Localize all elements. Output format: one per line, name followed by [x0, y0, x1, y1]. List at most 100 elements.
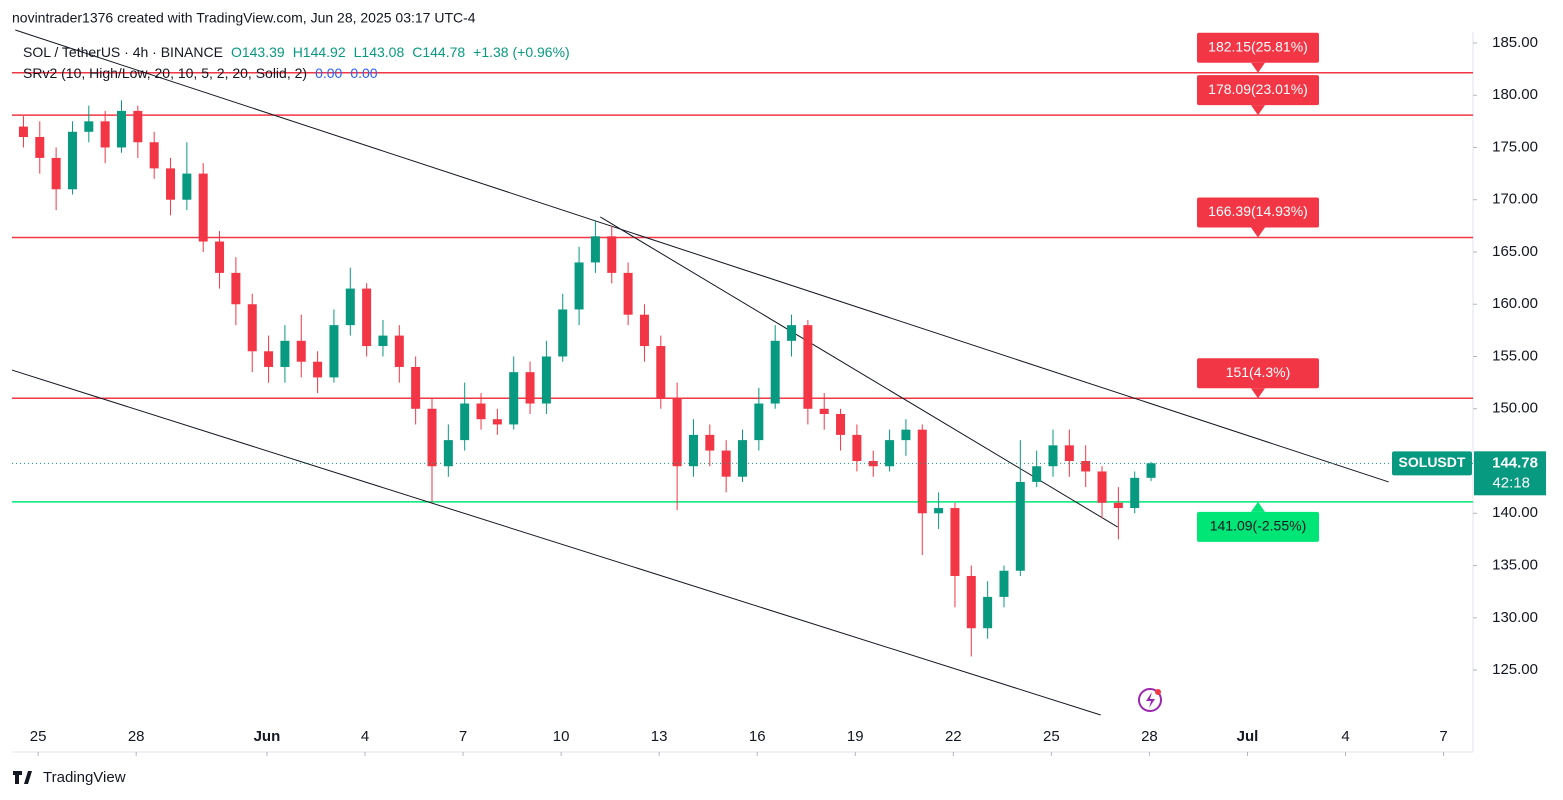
symbol-box	[1392, 451, 1472, 476]
candle-body	[1048, 445, 1058, 467]
x-tick-label: Jul	[1237, 728, 1259, 745]
credit: novintrader1376 created with TradingView…	[12, 10, 476, 26]
symbol-title: SOL / TetherUS · 4h · BINANCE O143.39 H144…	[23, 44, 570, 60]
candle-body	[1032, 466, 1042, 482]
candle-body	[836, 413, 846, 435]
candle-body	[787, 325, 797, 341]
level-arrow	[1251, 388, 1265, 399]
footer-brand: TradingView	[43, 769, 126, 786]
alert-icon	[1138, 688, 1162, 712]
x-tick-label: 16	[749, 728, 766, 745]
x-tick-label: 4	[361, 728, 369, 745]
candle-body	[721, 450, 731, 477]
candle-body	[688, 434, 698, 467]
candle-body	[705, 434, 715, 451]
candle-body	[950, 508, 960, 576]
y-tick-label: 170.00	[1492, 191, 1538, 208]
level-label-box	[1197, 511, 1319, 542]
x-tick-label: Jun	[254, 728, 281, 745]
candle-body	[1015, 481, 1025, 571]
candle-body	[247, 304, 257, 352]
candle-body	[345, 288, 355, 326]
x-tick-label: 10	[553, 728, 570, 745]
candle-body	[394, 335, 404, 367]
candle-body	[639, 314, 649, 347]
candle-body	[966, 575, 976, 629]
candle-body	[509, 372, 519, 425]
candle-body	[803, 325, 813, 409]
y-tick-label: 140.00	[1492, 504, 1538, 521]
x-tick-label: 25	[1043, 728, 1060, 745]
candle-body	[885, 440, 895, 467]
candle-body	[738, 440, 747, 477]
candle-body	[999, 570, 1009, 597]
candle-body	[84, 121, 94, 132]
candle-body	[1081, 461, 1091, 472]
level-label-box	[1197, 75, 1319, 106]
candle-body	[492, 419, 502, 425]
candle-body	[231, 272, 241, 305]
candle-body	[198, 173, 208, 242]
y-tick-label: 165.00	[1492, 243, 1538, 260]
y-tick-label: 125.00	[1492, 661, 1538, 678]
candle-body	[852, 434, 862, 462]
level-arrow	[1251, 62, 1265, 73]
y-tick-label: 135.00	[1492, 556, 1538, 573]
candle-body	[623, 272, 633, 315]
candle-body	[901, 429, 911, 441]
y-tick-label: 180.00	[1492, 86, 1538, 103]
candle-body	[1113, 502, 1123, 509]
level-label-box	[1197, 32, 1319, 63]
price-label: 144.78	[1492, 454, 1538, 471]
x-tick-label: 25	[30, 728, 47, 745]
candle-body	[116, 110, 126, 148]
ohlc-value: L143.08	[354, 44, 405, 60]
level-arrow	[1251, 501, 1265, 512]
x-tick-label: 13	[651, 728, 668, 745]
indicator-value: 0.00	[350, 65, 377, 81]
candle-body	[1097, 471, 1107, 503]
candle-body	[280, 340, 290, 367]
ohlc-value: H144.92	[293, 44, 346, 60]
candle-body	[378, 335, 388, 347]
level-label: 182.15(25.81%)	[1208, 38, 1308, 54]
indicator-legend: SRv2 (10, High/Low, 20, 10, 5, 2, 20, So…	[23, 65, 378, 81]
candle-body	[296, 340, 306, 362]
level-arrow	[1251, 227, 1265, 238]
candle-body	[819, 408, 829, 414]
level-label: 151(4.3%)	[1226, 364, 1291, 380]
y-tick-label: 155.00	[1492, 347, 1538, 364]
candle-body	[656, 346, 666, 399]
candle-body	[1146, 463, 1156, 478]
candle-body	[590, 236, 600, 263]
ohlc-value: +1.38 (+0.96%)	[473, 44, 570, 60]
ohlc-value: O143.39	[231, 44, 285, 60]
candle-body	[51, 157, 61, 190]
candle-body	[460, 403, 470, 441]
candle-body	[427, 408, 437, 467]
candle-body	[476, 403, 486, 420]
candle-body	[1130, 477, 1140, 509]
candle-body	[868, 461, 878, 467]
candle-body	[18, 126, 28, 138]
candle-body	[264, 351, 274, 367]
candle-body	[329, 325, 339, 378]
candle-body	[100, 121, 110, 148]
level-label-box	[1197, 358, 1319, 389]
trendline	[600, 216, 1118, 528]
candle-body	[411, 366, 421, 409]
y-tick-label: 150.00	[1492, 400, 1538, 417]
candle-body	[672, 398, 682, 467]
tv-logo	[13, 771, 32, 784]
candle-body	[983, 596, 993, 629]
level-arrow	[1251, 105, 1265, 116]
x-tick-label: 22	[945, 728, 962, 745]
y-tick-label: 130.00	[1492, 609, 1538, 626]
candle-body	[67, 131, 77, 190]
candle-body	[133, 110, 143, 143]
candle-body	[35, 137, 45, 158]
candle-body	[215, 241, 225, 273]
